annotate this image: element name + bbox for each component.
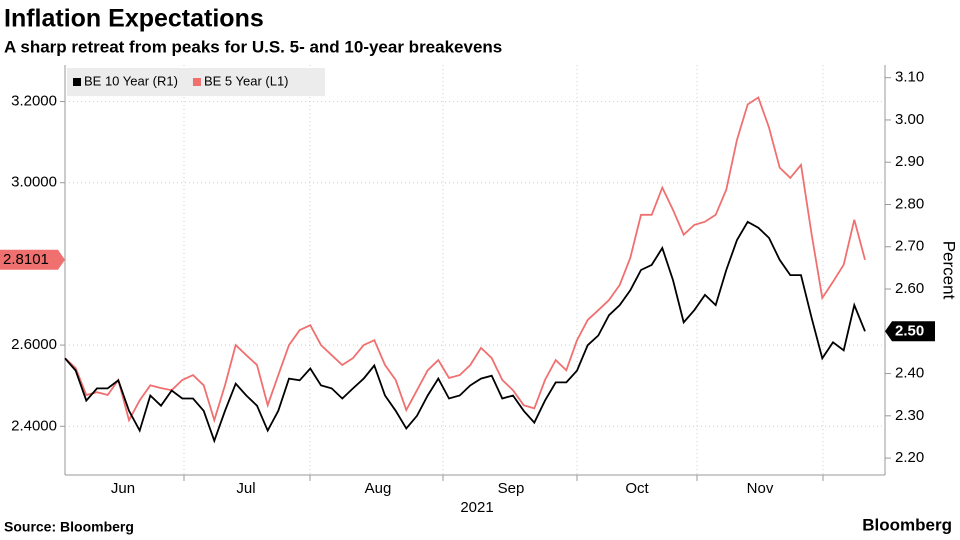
y2-tick-label: 2.80 [895,195,924,212]
y-tick-label: 3.0000 [11,174,57,191]
legend-swatch [73,78,81,86]
series-line [64,220,866,444]
y-tick-label: 2.6000 [11,336,57,353]
y2-tick-label: 2.20 [895,449,924,466]
x-tick-label: Jul [236,480,255,497]
x-year-label: 2021 [460,499,493,516]
y2-tick-label: 2.70 [895,238,924,255]
last-value-tag [885,321,935,342]
x-tick-label: Jun [111,480,135,497]
legend-label: BE 10 Year (R1) [84,73,178,88]
legend: BE 10 Year (R1) BE 5 Year (L1) [67,68,325,96]
series-line [64,96,866,424]
y2-tick-label: 3.10 [895,69,924,86]
chart-title: Inflation Expectations [4,5,264,33]
y2-tick-label: 2.60 [895,280,924,297]
y2-tick-label: 2.40 [895,365,924,382]
legend-label: BE 5 Year (L1) [204,73,289,88]
source: Source: Bloomberg [4,519,134,535]
last-value-tag [0,249,65,270]
x-tick-label: Oct [625,480,649,497]
x-tick-label: Nov [747,480,774,497]
y-tick-label: 2.4000 [11,417,57,434]
chart-subtitle: A sharp retreat from peaks for U.S. 5- a… [4,37,502,56]
y2-tick-label: 3.00 [895,111,924,128]
y-tick-label: 3.2000 [11,93,57,110]
last-value-label: 2.8101 [3,251,49,268]
legend-swatch [192,78,201,86]
y2-axis-title: Percent [940,241,959,300]
y2-tick-label: 2.30 [895,407,924,424]
brand: Bloomberg [862,515,952,534]
y2-tick-label: 2.90 [895,153,924,170]
last-value-label: 2.50 [895,322,924,339]
x-tick-label: Sep [498,480,525,497]
x-tick-label: Aug [365,480,392,497]
